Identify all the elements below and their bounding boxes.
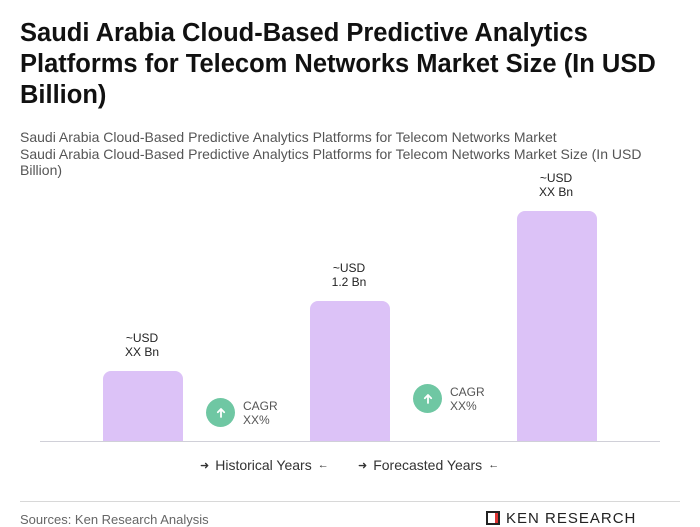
arrow-left-icon: ←	[317, 459, 329, 471]
cagr-label: CAGR	[243, 398, 278, 413]
cagr-value: XX%	[450, 398, 477, 413]
arrow-up-icon	[216, 407, 225, 418]
arrow-left-icon: ←	[488, 459, 500, 471]
bar-label-3-prefix: ~USD	[539, 171, 573, 185]
legend-forecasted[interactable]: ➜ Forecasted Years ←	[358, 457, 505, 473]
logo-mark-icon	[486, 511, 500, 525]
bar-label-3-value: XX Bn	[538, 185, 574, 199]
bar-forecast[interactable]	[517, 211, 597, 441]
cagr-text: CAGR XX%	[243, 399, 278, 427]
bar-historical[interactable]	[103, 371, 183, 441]
chart-title: Saudi Arabia Cloud-Based Predictive Anal…	[20, 19, 656, 109]
logo-text: KEN RESEARCH	[506, 510, 637, 527]
subtitle-line-1: Saudi Arabia Cloud-Based Predictive Anal…	[20, 129, 557, 145]
bar-label-2-value: 1.2 Bn	[331, 275, 367, 289]
chart-subtitle: Saudi Arabia Cloud-Based Predictive Anal…	[20, 129, 680, 179]
arrow-right-icon: ➜	[200, 459, 210, 472]
cagr-value: XX%	[243, 412, 270, 427]
cagr-text: CAGR XX%	[450, 385, 485, 413]
bar-label-2-prefix: ~USD	[332, 261, 366, 275]
arrow-right-icon: ➜	[358, 459, 368, 472]
bar-label-3: ~USD XX Bn	[506, 171, 606, 199]
legend-forecasted-label: Forecasted Years	[373, 457, 483, 473]
bar-label-1-prefix: ~USD	[125, 331, 159, 345]
cagr-circle	[206, 398, 235, 427]
cagr-historical: CAGR XX%	[206, 398, 278, 427]
x-axis-line	[40, 441, 660, 442]
bar-current[interactable]	[310, 301, 390, 441]
legend-historical[interactable]: ➜ Historical Years ←	[200, 457, 335, 473]
legend-historical-label: Historical Years	[215, 457, 312, 473]
cagr-circle	[413, 384, 442, 413]
arrow-up-icon	[423, 393, 432, 404]
cagr-forecast: CAGR XX%	[413, 384, 485, 413]
bar-label-1: ~USD XX Bn	[92, 331, 192, 359]
subtitle-line-2: Saudi Arabia Cloud-Based Predictive Anal…	[20, 145, 642, 179]
bar-label-2: ~USD 1.2 Bn	[299, 261, 399, 289]
footer-divider	[20, 501, 680, 502]
cagr-label: CAGR	[450, 384, 485, 399]
ken-research-logo: KEN RESEARCH	[486, 511, 636, 527]
bar-label-1-value: XX Bn	[124, 345, 160, 359]
